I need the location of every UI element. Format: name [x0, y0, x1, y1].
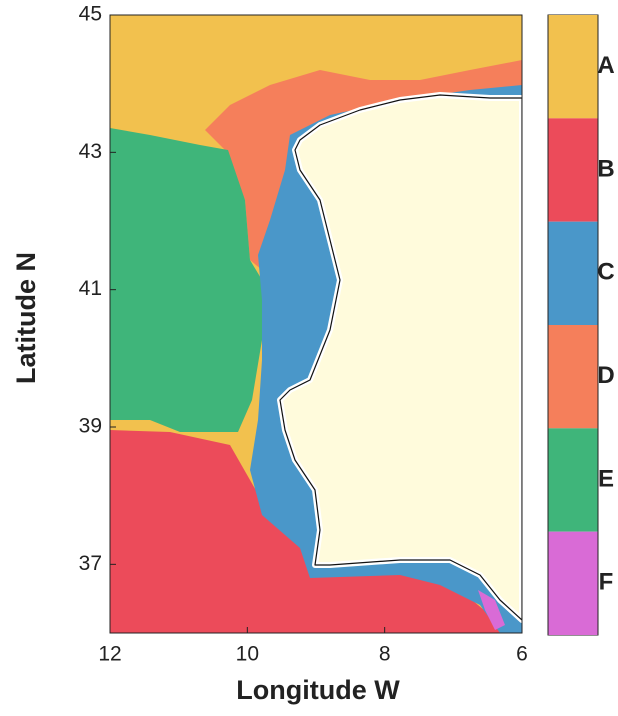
region-f: [478, 590, 505, 630]
legend-swatch: [548, 428, 598, 532]
y-tick-label: 39: [79, 415, 102, 438]
legend-label: F: [599, 569, 614, 596]
land: [277, 92, 522, 623]
legend-label: A: [597, 52, 614, 79]
region-b: [110, 430, 500, 633]
legend-label: C: [597, 259, 614, 286]
coastline: [279, 94, 522, 621]
y-tick-label: 37: [79, 552, 102, 575]
x-tick-label: 8: [379, 643, 391, 666]
region-d: [205, 60, 522, 270]
legend-swatch: [548, 118, 598, 222]
map-frame: [109, 14, 523, 634]
y-tick-label: 45: [79, 3, 102, 26]
y-tick-label: 43: [79, 140, 102, 163]
legend-swatch: [548, 15, 598, 119]
legend-label: B: [597, 155, 614, 182]
legend-label: D: [597, 362, 614, 389]
x-axis-title: Longitude W: [236, 675, 400, 705]
x-tick-label: 10: [236, 643, 259, 666]
x-tick-label: 12: [98, 643, 121, 666]
legend-swatch: [548, 531, 598, 635]
y-tick-label: 41: [79, 277, 102, 300]
x-tick-label: 6: [516, 643, 528, 666]
legend-label: E: [598, 465, 614, 492]
y-axis-title: Latitude N: [11, 252, 41, 384]
legend-swatch: [548, 221, 598, 325]
legend-swatch: [548, 325, 598, 429]
region-e: [110, 128, 262, 432]
map-area: [110, 15, 522, 633]
